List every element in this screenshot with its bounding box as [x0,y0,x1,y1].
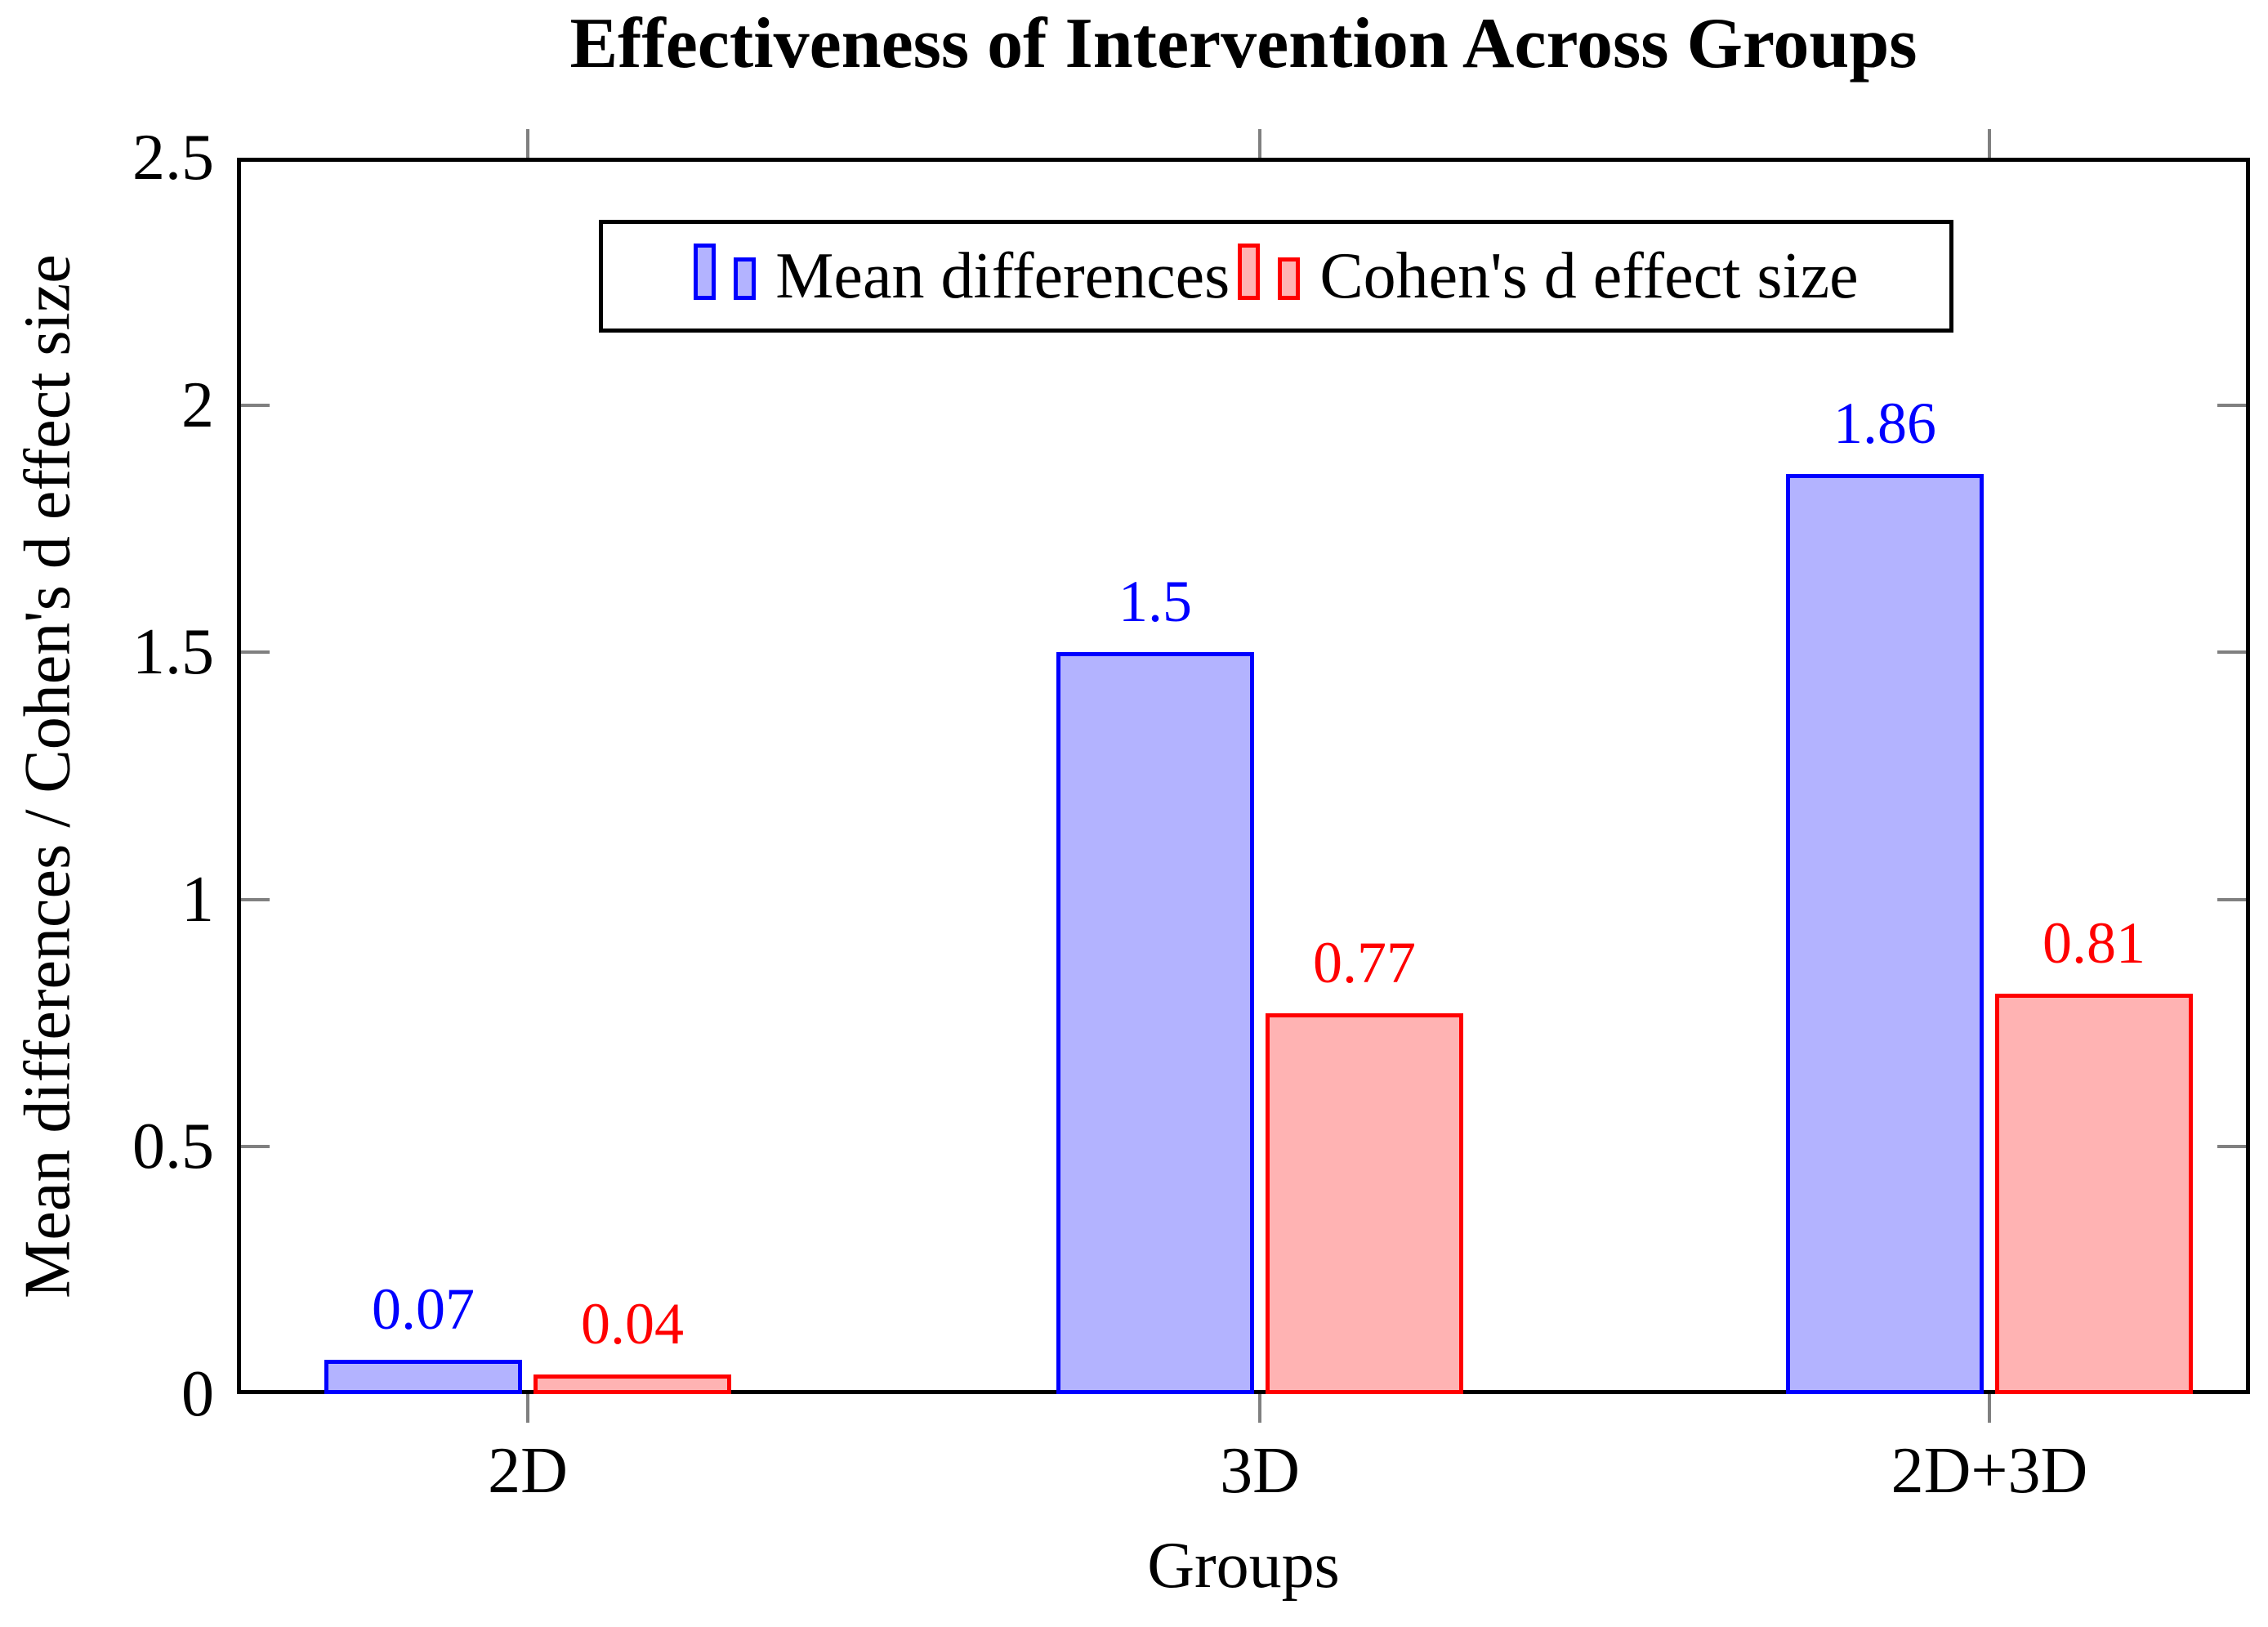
y-tick-mark-right [2217,1145,2246,1149]
legend-bar-swatch [734,257,757,300]
x-axis-label: Groups [1147,1530,1340,1602]
legend-label: Cohen's d effect size [1319,240,1859,312]
y-tick-mark-right [2217,650,2246,655]
value-label-cohen-s-d-effect-size-2d: 0.04 [581,1291,684,1357]
x-tick-mark-top-2d-3d [1988,129,1991,158]
y-tick-mark-left [241,650,270,655]
y-tick-label-2: 2 [181,369,214,441]
bar-cohen-s-d-effect-size-2d-3d [1995,994,2193,1394]
bar-mean-differences-2d [324,1360,522,1394]
legend-bar-swatch [694,244,717,300]
y-tick-mark-right [2217,403,2246,407]
value-label-mean-differences-3d: 1.5 [1118,569,1192,634]
value-label-cohen-s-d-effect-size-3d: 0.77 [1313,930,1416,995]
x-tick-mark-top-3d [1258,129,1261,158]
y-tick-mark-left [241,403,270,407]
y-axis-label: Mean differences / Cohen's d effect size [11,254,84,1298]
legend-bars-icon [694,243,757,300]
y-tick-label-1-5: 1.5 [132,616,214,689]
legend-bar-swatch [1278,257,1301,300]
value-label-cohen-s-d-effect-size-2d-3d: 0.81 [2043,910,2145,976]
x-tick-mark-bottom-3d [1258,1394,1261,1423]
y-tick-mark-left [241,1145,270,1149]
legend-label: Mean differences [775,240,1230,312]
legend-entry-cohen-s-d-effect-size: Cohen's d effect size [1238,240,1859,312]
legend-entry-mean-differences: Mean differences [694,244,1230,309]
x-tick-label-2d: 2D [488,1435,568,1507]
y-tick-mark-left [241,897,270,901]
legend-bar-swatch [1238,244,1261,300]
x-tick-mark-bottom-2d [526,1394,529,1423]
bar-mean-differences-3d [1056,652,1254,1394]
x-tick-mark-top-2d [526,129,529,158]
y-tick-mark-right [2217,897,2246,901]
y-tick-label-1: 1 [181,863,214,936]
bar-cohen-s-d-effect-size-2d [534,1374,731,1394]
bar-mean-differences-2d-3d [1786,474,1984,1394]
x-tick-label-2d-3d: 2D+3D [1891,1435,2088,1507]
legend: Mean differences Cohen's d effect size [599,220,1953,333]
chart-title: Effectiveness of Intervention Across Gro… [569,4,1918,83]
value-label-mean-differences-2d: 0.07 [372,1276,475,1342]
bar-cohen-s-d-effect-size-3d [1266,1013,1463,1394]
y-tick-label-2-5: 2.5 [132,122,214,194]
y-tick-label-0-5: 0.5 [132,1111,214,1183]
y-tick-label-0: 0 [181,1358,214,1430]
legend-bars-icon [1238,243,1301,300]
x-tick-label-3d: 3D [1220,1435,1300,1507]
x-tick-mark-bottom-2d-3d [1988,1394,1991,1423]
value-label-mean-differences-2d-3d: 1.86 [1833,391,1936,456]
